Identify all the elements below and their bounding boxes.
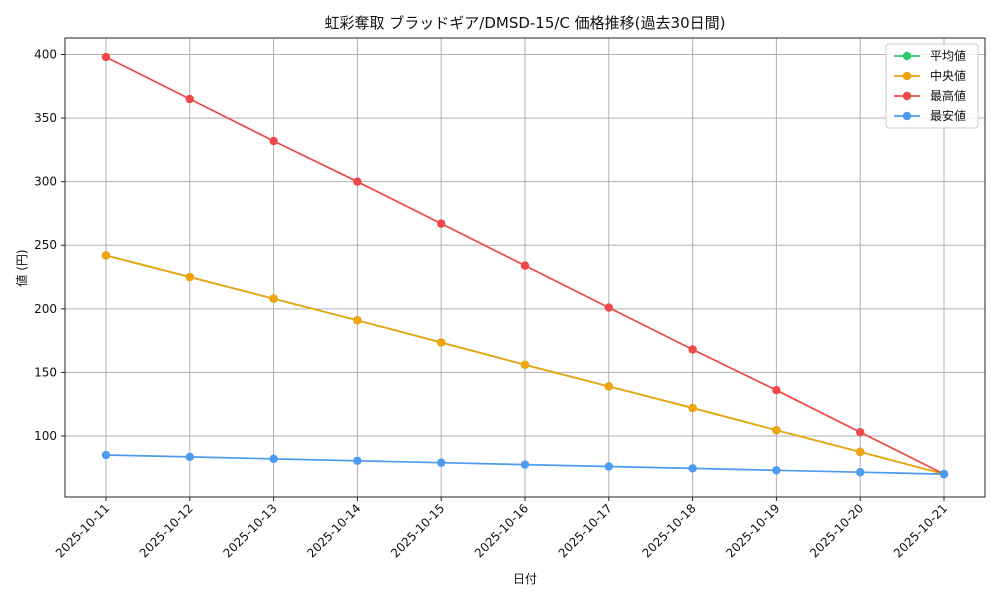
data-point	[437, 219, 446, 228]
data-point	[688, 403, 697, 413]
y-tick-label: 350	[34, 111, 57, 125]
data-point	[185, 272, 194, 282]
x-tick-label: 2025-10-17	[556, 501, 615, 560]
data-point	[437, 338, 446, 347]
data-point	[269, 294, 278, 303]
data-point	[772, 466, 781, 475]
x-tick-label: 2025-10-14	[304, 501, 363, 560]
legend-marker	[902, 71, 912, 81]
x-axis-label: 日付	[513, 572, 537, 586]
data-point	[437, 458, 446, 467]
y-tick-label: 100	[34, 429, 57, 443]
data-point	[856, 468, 865, 477]
y-tick-label: 150	[34, 365, 57, 379]
data-point	[604, 382, 613, 391]
data-point	[772, 426, 781, 435]
data-point	[101, 52, 111, 62]
legend-marker	[902, 111, 912, 121]
data-point	[101, 450, 111, 460]
data-point	[604, 462, 613, 471]
series-4	[101, 450, 949, 479]
legend-box	[885, 43, 979, 129]
x-tick-label: 2025-10-16	[472, 501, 531, 560]
data-point	[772, 385, 781, 395]
data-point	[520, 360, 530, 369]
y-tick-label: 250	[34, 238, 57, 252]
y-tick-label: 200	[34, 302, 57, 316]
legend-marker	[902, 91, 912, 101]
data-point	[101, 251, 111, 260]
data-point	[520, 261, 530, 270]
data-point	[939, 469, 949, 479]
legend-label: 平均値	[930, 48, 966, 63]
y-axis-label: 値 (円)	[14, 249, 29, 286]
data-point	[856, 447, 865, 457]
series-layer	[101, 52, 949, 479]
legend-marker	[902, 51, 912, 61]
data-point	[520, 460, 530, 469]
data-point	[269, 136, 278, 146]
chart-title: 虹彩奪取 ブラッドギア/DMSD-15/C 価格推移(過去30日間)	[325, 14, 726, 32]
data-point	[688, 464, 697, 473]
data-point	[688, 345, 697, 354]
data-point	[353, 177, 362, 186]
legend-label: 最安値	[930, 108, 966, 123]
x-tick-label: 2025-10-11	[53, 501, 112, 560]
x-axis-ticks: 2025-10-11 2025-10-12 2025-10-13 2025-10-14…	[53, 497, 950, 560]
y-axis-ticks: 100 150 200 250 300 350 400	[34, 48, 65, 443]
x-tick-label: 2025-10-20	[807, 501, 866, 560]
data-point	[185, 452, 194, 462]
data-point	[604, 303, 613, 312]
legend-label: 最高値	[930, 88, 966, 103]
x-tick-label: 2025-10-18	[640, 501, 699, 560]
x-tick-label: 2025-10-15	[388, 501, 447, 560]
data-point	[353, 456, 362, 465]
x-tick-label: 2025-10-21	[891, 501, 950, 560]
x-tick-label: 2025-10-19	[723, 501, 782, 560]
data-point	[856, 427, 865, 437]
x-tick-label: 2025-10-12	[137, 501, 196, 560]
data-point	[269, 454, 278, 464]
x-tick-label: 2025-10-13	[221, 501, 280, 560]
y-tick-label: 300	[34, 175, 57, 189]
legend-label: 中央値	[930, 68, 966, 83]
data-point	[185, 94, 194, 104]
data-point	[353, 316, 362, 325]
y-tick-label: 400	[34, 48, 57, 62]
